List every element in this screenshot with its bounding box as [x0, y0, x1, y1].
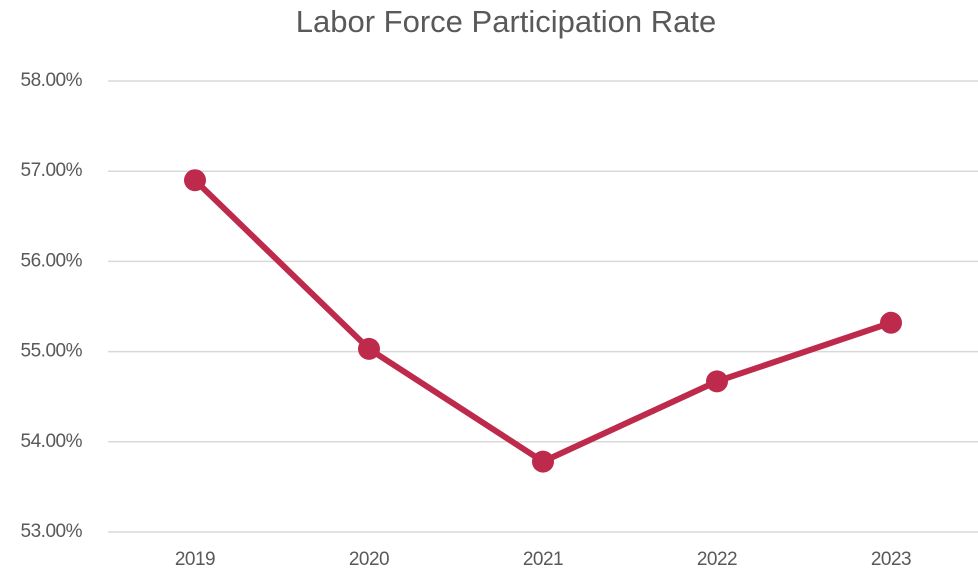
line [192, 178, 892, 465]
y-tick-label: 58.00% [21, 70, 83, 91]
marker [358, 337, 380, 360]
y-tick-label: 56.00% [21, 250, 83, 271]
marker [532, 450, 554, 473]
y-tick-label: 55.00% [21, 341, 83, 362]
x-tick-label: 2019 [175, 549, 215, 570]
x-tick-label: 2023 [871, 549, 911, 570]
y-tick-label: 53.00% [21, 521, 83, 542]
y-tick-label: 57.00% [21, 160, 83, 181]
marker [706, 370, 728, 393]
y-tick-label: 54.00% [21, 431, 83, 452]
x-tick-label: 2022 [697, 549, 737, 570]
x-tick-label: 2021 [523, 549, 563, 570]
x-tick-label: 2020 [349, 549, 389, 570]
chart-title: Labor Force Participation Rate [296, 4, 716, 39]
marker [880, 311, 902, 334]
marker [184, 169, 206, 192]
